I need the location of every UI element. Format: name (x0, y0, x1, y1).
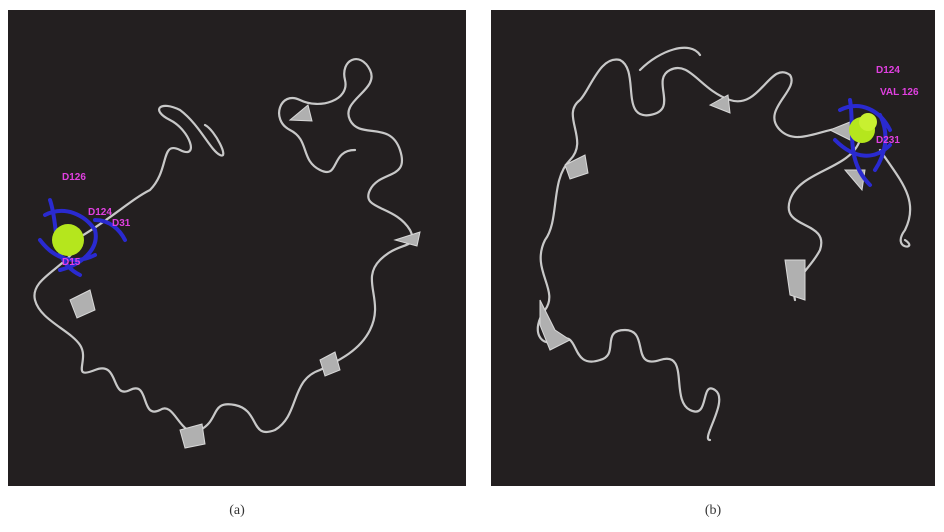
panel-background (491, 10, 935, 486)
residue-label: VAL 126 (880, 87, 919, 98)
residue-label: D124 (876, 65, 900, 76)
panel-b: D124 VAL 126 D231 (b) (491, 10, 935, 518)
caption: (b) (705, 503, 722, 518)
panel-a: D126 D124 D31 D15 (a) (8, 10, 466, 518)
residue-label: D31 (112, 218, 131, 229)
ion-sphere (52, 224, 84, 256)
residue-label: D124 (88, 207, 112, 218)
ion-sphere (859, 113, 877, 131)
caption: (a) (229, 503, 245, 518)
page: {"panels": [ {"caption": "(a)", "labels"… (0, 0, 944, 527)
residue-label: D231 (876, 135, 900, 146)
figure: D126 D124 D31 D15 (a) D124 VAL 126 D231 … (0, 0, 944, 527)
residue-label: D126 (62, 172, 86, 183)
residue-label: D15 (62, 257, 81, 268)
